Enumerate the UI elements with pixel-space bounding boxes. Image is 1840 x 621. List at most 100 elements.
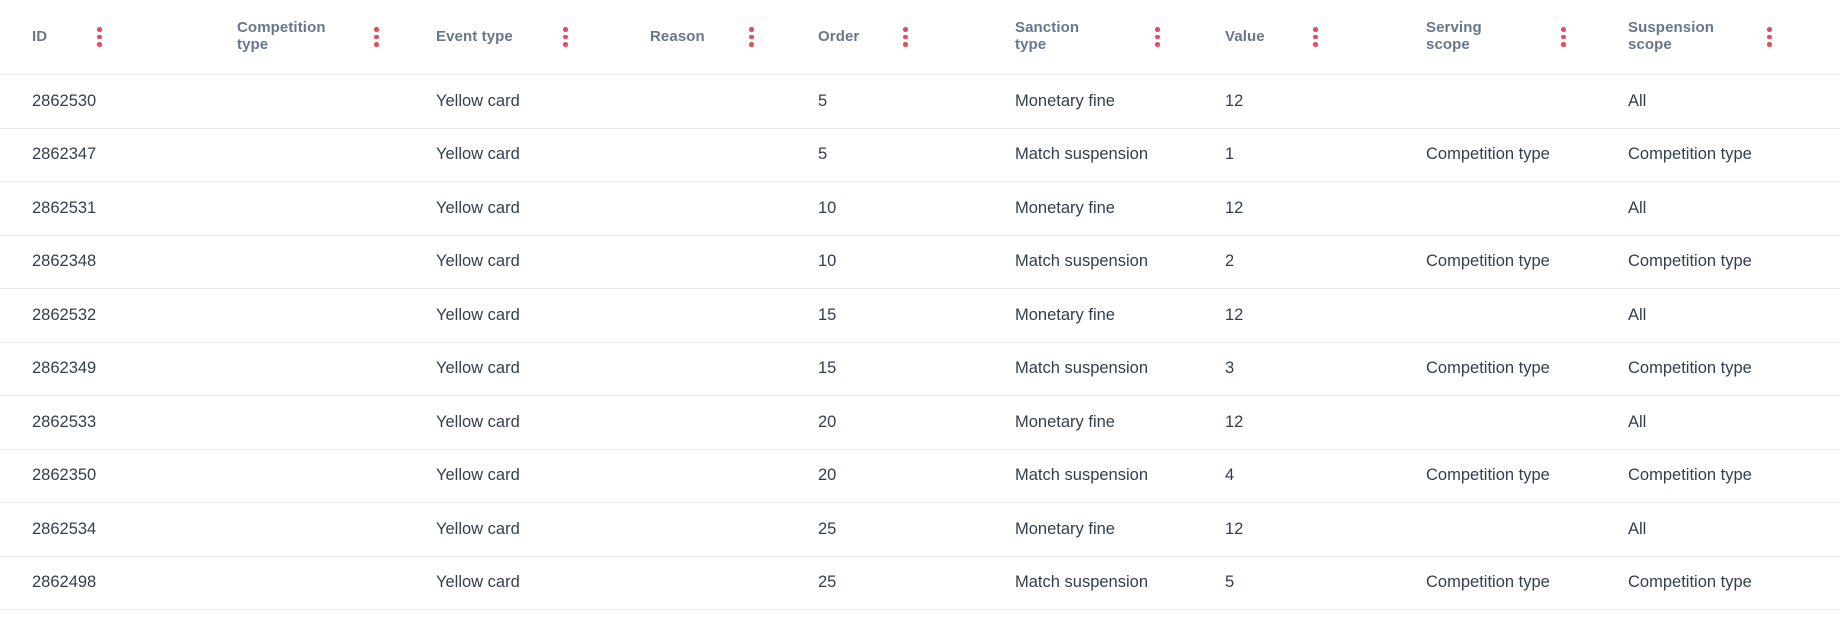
- cell-serving_scope: [1344, 74, 1592, 129]
- cell-suspension_scope: Competition type: [1592, 235, 1798, 289]
- table-row[interactable]: 2862498 Yellow card 25 Match suspension 5 Com…: [0, 556, 1840, 610]
- cell-event_type: Yellow card: [405, 556, 594, 610]
- cell-competition_type: [128, 288, 405, 343]
- row-spacer: [1798, 449, 1840, 503]
- cell-competition_type: [128, 502, 405, 557]
- cell-serving_scope: Competition type: [1344, 342, 1592, 396]
- cell-reason: [594, 74, 780, 129]
- cell-id: 2862498: [0, 556, 128, 610]
- table-row[interactable]: 2862533 Yellow card 20 Monetary fine 12 All: [0, 395, 1840, 450]
- column-menu-kebab-icon[interactable]: [372, 25, 381, 49]
- cell-value: 2: [1186, 235, 1344, 289]
- cell-order: 20: [780, 395, 934, 450]
- cell-sanction_type: Monetary fine: [934, 181, 1186, 236]
- cell-sanction_type: Monetary fine: [934, 74, 1186, 129]
- cell-value: 12: [1186, 74, 1344, 129]
- cell-serving_scope: Competition type: [1344, 235, 1592, 289]
- column-header-serving_scope: Serving scope: [1426, 19, 1482, 53]
- cell-reason: [594, 181, 780, 236]
- cell-sanction_type: Monetary fine: [934, 395, 1186, 450]
- row-spacer: [1798, 235, 1840, 289]
- column-header-id: ID: [32, 27, 48, 45]
- table-row[interactable]: 2862350 Yellow card 20 Match suspension 4 Com…: [0, 449, 1840, 503]
- cell-id: 2862534: [0, 502, 128, 557]
- cell-suspension_scope: Competition type: [1592, 449, 1798, 503]
- table-header-row: ID Competition type Event type Reason Order S…: [0, 0, 1840, 75]
- cell-suspension_scope: All: [1592, 288, 1798, 343]
- cell-event_type: Yellow card: [405, 128, 594, 182]
- column-menu-kebab-icon[interactable]: [747, 25, 756, 49]
- cell-suspension_scope: All: [1592, 74, 1798, 129]
- column-menu-kebab-icon[interactable]: [901, 25, 910, 49]
- cell-order: 10: [780, 235, 934, 289]
- cell-sanction_type: Match suspension: [934, 556, 1186, 610]
- cell-competition_type: [128, 395, 405, 450]
- cell-reason: [594, 395, 780, 450]
- cell-sanction_type: Match suspension: [934, 235, 1186, 289]
- cell-order: 15: [780, 288, 934, 343]
- column-header-order: Order: [818, 27, 860, 45]
- cell-value: 12: [1186, 288, 1344, 343]
- column-menu-kebab-icon[interactable]: [95, 25, 104, 49]
- cell-serving_scope: [1344, 288, 1592, 343]
- cell-reason: [594, 235, 780, 289]
- cell-id: 2862531: [0, 181, 128, 236]
- cell-competition_type: [128, 449, 405, 503]
- table-row[interactable]: 2862534 Yellow card 25 Monetary fine 12 All: [0, 502, 1840, 557]
- cell-reason: [594, 288, 780, 343]
- column-header-sanction_type: Sanction type: [1015, 19, 1080, 53]
- cell-sanction_type: Monetary fine: [934, 288, 1186, 343]
- cell-order: 5: [780, 74, 934, 129]
- cell-competition_type: [128, 235, 405, 289]
- column-menu-kebab-icon[interactable]: [561, 25, 570, 49]
- cell-sanction_type: Monetary fine: [934, 502, 1186, 557]
- table-row[interactable]: 2862532 Yellow card 15 Monetary fine 12 All: [0, 288, 1840, 343]
- cell-competition_type: [128, 181, 405, 236]
- cell-suspension_scope: Competition type: [1592, 128, 1798, 182]
- cell-order: 20: [780, 449, 934, 503]
- cell-event_type: Yellow card: [405, 288, 594, 343]
- table-row[interactable]: 2862530 Yellow card 5 Monetary fine 12 All: [0, 74, 1840, 129]
- column-menu-kebab-icon[interactable]: [1153, 25, 1162, 49]
- table-row[interactable]: 2862349 Yellow card 15 Match suspension 3 Com…: [0, 342, 1840, 396]
- cell-sanction_type: Match suspension: [934, 342, 1186, 396]
- row-spacer: [1798, 395, 1840, 450]
- row-spacer: [1798, 502, 1840, 557]
- cell-competition_type: [128, 342, 405, 396]
- column-menu-kebab-icon[interactable]: [1311, 25, 1320, 49]
- column-menu-kebab-icon[interactable]: [1559, 25, 1568, 49]
- row-spacer: [1798, 342, 1840, 396]
- column-menu-kebab-icon[interactable]: [1765, 25, 1774, 49]
- cell-value: 4: [1186, 449, 1344, 503]
- cell-value: 12: [1186, 395, 1344, 450]
- column-header-reason: Reason: [650, 27, 705, 45]
- cell-event_type: Yellow card: [405, 74, 594, 129]
- cell-event_type: Yellow card: [405, 395, 594, 450]
- cell-id: 2862348: [0, 235, 128, 289]
- cell-order: 5: [780, 128, 934, 182]
- cell-reason: [594, 556, 780, 610]
- table-row[interactable]: 2862348 Yellow card 10 Match suspension 2 Com…: [0, 235, 1840, 289]
- cell-id: 2862532: [0, 288, 128, 343]
- cell-order: 25: [780, 502, 934, 557]
- cell-order: 10: [780, 181, 934, 236]
- cell-serving_scope: Competition type: [1344, 449, 1592, 503]
- cell-serving_scope: [1344, 181, 1592, 236]
- cell-reason: [594, 502, 780, 557]
- cell-value: 5: [1186, 556, 1344, 610]
- row-spacer: [1798, 556, 1840, 610]
- column-header-event_type: Event type: [436, 27, 513, 45]
- cell-serving_scope: [1344, 395, 1592, 450]
- cell-sanction_type: Match suspension: [934, 449, 1186, 503]
- column-header-value: Value: [1225, 27, 1265, 45]
- table-row[interactable]: 2862531 Yellow card 10 Monetary fine 12 All: [0, 181, 1840, 236]
- cell-reason: [594, 449, 780, 503]
- cell-serving_scope: Competition type: [1344, 128, 1592, 182]
- cell-id: 2862347: [0, 128, 128, 182]
- table-row[interactable]: 2862347 Yellow card 5 Match suspension 1 Comp…: [0, 128, 1840, 182]
- row-spacer: [1798, 288, 1840, 343]
- cell-value: 1: [1186, 128, 1344, 182]
- cell-order: 25: [780, 556, 934, 610]
- cell-value: 12: [1186, 181, 1344, 236]
